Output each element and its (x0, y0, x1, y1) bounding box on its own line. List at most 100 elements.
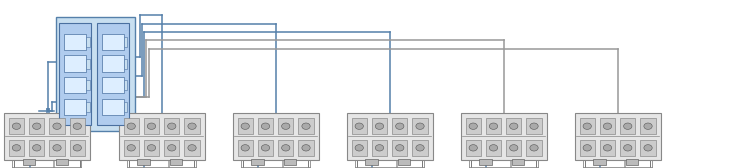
Bar (593, 159, 605, 165)
Bar (70, 118, 85, 134)
Bar (278, 140, 293, 156)
Ellipse shape (167, 145, 176, 151)
Bar (640, 140, 656, 156)
Bar (574, 113, 661, 160)
Bar (64, 99, 86, 115)
Ellipse shape (355, 123, 363, 129)
Ellipse shape (32, 123, 41, 129)
Bar (124, 59, 128, 69)
Bar (50, 140, 64, 156)
Ellipse shape (53, 145, 62, 151)
Bar (284, 159, 296, 165)
Ellipse shape (127, 123, 135, 129)
Bar (298, 118, 314, 134)
Bar (64, 77, 86, 93)
Bar (56, 17, 135, 131)
Bar (398, 159, 410, 165)
Bar (101, 99, 124, 115)
Bar (86, 102, 90, 112)
Bar (4, 113, 90, 160)
Bar (580, 140, 595, 156)
Ellipse shape (623, 145, 632, 151)
Bar (56, 159, 68, 165)
Ellipse shape (241, 123, 249, 129)
Ellipse shape (375, 145, 384, 151)
Bar (526, 118, 542, 134)
Bar (232, 113, 319, 160)
Bar (86, 37, 90, 47)
Bar (101, 34, 124, 50)
Bar (620, 140, 635, 156)
Bar (278, 118, 293, 134)
Ellipse shape (603, 123, 612, 129)
Ellipse shape (469, 123, 477, 129)
Bar (137, 159, 149, 165)
Bar (70, 140, 85, 156)
Ellipse shape (241, 145, 249, 151)
Bar (29, 140, 44, 156)
Bar (238, 140, 253, 156)
Ellipse shape (489, 123, 498, 129)
Bar (600, 140, 615, 156)
Ellipse shape (509, 145, 518, 151)
Ellipse shape (623, 123, 632, 129)
Bar (392, 140, 407, 156)
Bar (506, 140, 521, 156)
Ellipse shape (127, 145, 135, 151)
Bar (101, 77, 124, 93)
Bar (365, 159, 377, 165)
Ellipse shape (53, 123, 62, 129)
Ellipse shape (188, 123, 196, 129)
Bar (460, 113, 547, 160)
Bar (258, 140, 273, 156)
Bar (413, 140, 428, 156)
Ellipse shape (147, 123, 156, 129)
Ellipse shape (281, 123, 290, 129)
Bar (626, 159, 638, 165)
Ellipse shape (530, 145, 538, 151)
Ellipse shape (530, 123, 538, 129)
Bar (512, 159, 524, 165)
Bar (144, 118, 159, 134)
Bar (29, 118, 44, 134)
Bar (506, 118, 521, 134)
Bar (184, 118, 200, 134)
Ellipse shape (302, 123, 310, 129)
Bar (372, 118, 387, 134)
Ellipse shape (302, 145, 310, 151)
Bar (184, 140, 200, 156)
Bar (124, 102, 128, 112)
Ellipse shape (12, 145, 20, 151)
Ellipse shape (603, 145, 612, 151)
Bar (486, 140, 501, 156)
Ellipse shape (583, 123, 591, 129)
Bar (124, 118, 139, 134)
Ellipse shape (395, 123, 404, 129)
Bar (101, 55, 124, 72)
Ellipse shape (261, 123, 270, 129)
Bar (413, 118, 428, 134)
Ellipse shape (644, 145, 652, 151)
Bar (258, 118, 273, 134)
Ellipse shape (375, 123, 384, 129)
Bar (346, 113, 433, 160)
Bar (600, 118, 615, 134)
Bar (64, 34, 86, 50)
Ellipse shape (74, 123, 82, 129)
Bar (486, 118, 501, 134)
Bar (59, 23, 91, 125)
Bar (372, 140, 387, 156)
Ellipse shape (32, 145, 41, 151)
Ellipse shape (261, 145, 270, 151)
Bar (118, 113, 205, 160)
Bar (50, 118, 64, 134)
Ellipse shape (74, 145, 82, 151)
Bar (352, 140, 367, 156)
Bar (98, 23, 129, 125)
Bar (580, 118, 595, 134)
Bar (124, 140, 139, 156)
Bar (9, 118, 24, 134)
Bar (144, 140, 159, 156)
Ellipse shape (12, 123, 20, 129)
Ellipse shape (509, 123, 518, 129)
